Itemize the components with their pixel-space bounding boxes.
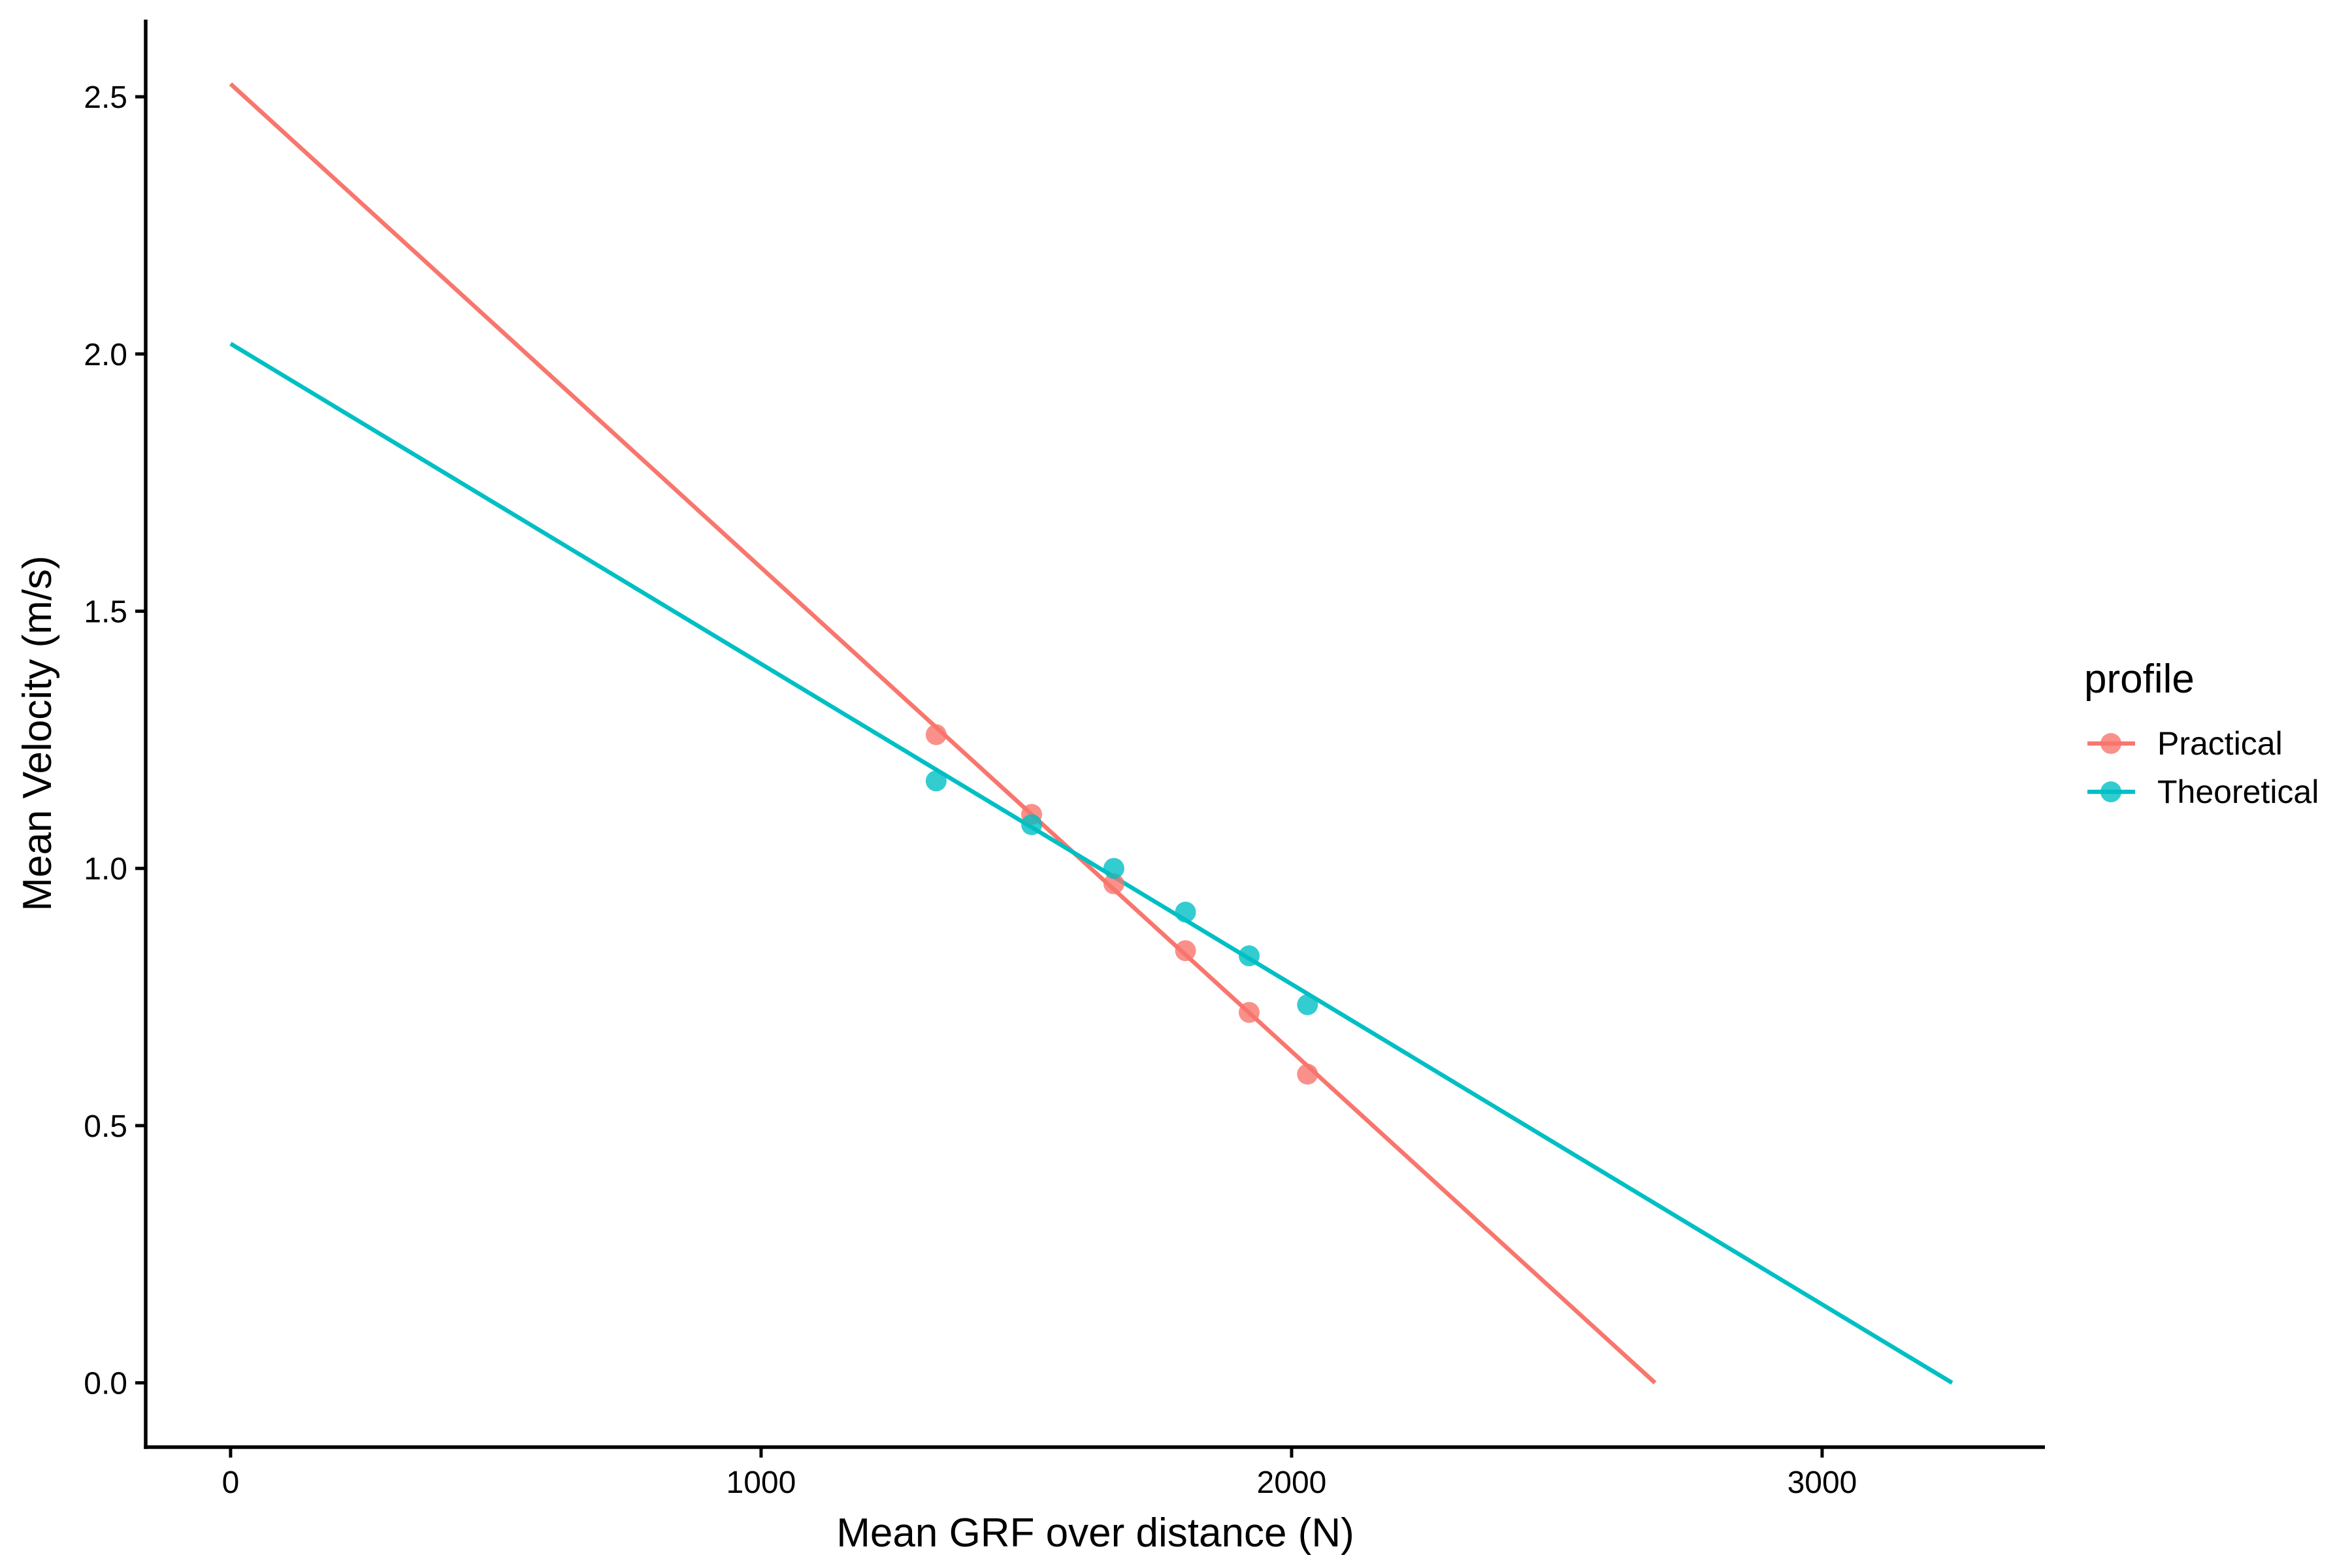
x-tick-label: 0	[222, 1465, 240, 1500]
data-point-theoretical	[1021, 814, 1043, 836]
legend-label-theoretical: Theoretical	[2157, 774, 2319, 810]
x-ticks: 0 1000 2000 3000	[222, 1447, 1857, 1500]
axes: 0 1000 2000 3000 0.0 0.5 1.0 1.5 2.0 2.5	[84, 20, 2045, 1500]
legend-key-point	[2100, 781, 2121, 802]
legend-title: profile	[2084, 657, 2195, 702]
data-points	[925, 724, 1318, 1085]
data-point-theoretical	[1297, 994, 1318, 1015]
legend-items: Practical Theoretical	[2087, 725, 2319, 810]
data-point-practical	[925, 724, 947, 745]
y-tick-label: 1.0	[84, 852, 127, 887]
x-tick-label: 3000	[1788, 1465, 1857, 1500]
x-tick-label: 2000	[1257, 1465, 1327, 1500]
x-axis-title: Mean GRF over distance (N)	[836, 1511, 1354, 1556]
x-tick-label: 1000	[727, 1465, 796, 1500]
legend[interactable]: profile Practical Theoretical	[2084, 657, 2319, 810]
data-point-practical	[1103, 873, 1124, 894]
y-axis-title: Mean Velocity (m/s)	[15, 555, 60, 911]
y-tick-label: 1.5	[84, 595, 127, 629]
y-tick-label: 0.5	[84, 1109, 127, 1144]
y-ticks: 0.0 0.5 1.0 1.5 2.0 2.5	[84, 80, 146, 1401]
legend-label-practical: Practical	[2157, 725, 2283, 762]
legend-key-point	[2100, 733, 2121, 754]
fit-line-theoretical	[229, 342, 1953, 1385]
data-point-theoretical	[925, 770, 947, 792]
data-point-theoretical	[1103, 858, 1124, 879]
y-tick-label: 2.5	[84, 80, 127, 115]
data-point-practical	[1175, 940, 1196, 962]
y-tick-label: 0.0	[84, 1367, 127, 1401]
y-tick-label: 2.0	[84, 338, 127, 372]
data-point-theoretical	[1238, 945, 1260, 967]
data-point-practical	[1238, 1002, 1260, 1023]
data-point-theoretical	[1175, 902, 1196, 923]
data-point-practical	[1297, 1064, 1318, 1085]
